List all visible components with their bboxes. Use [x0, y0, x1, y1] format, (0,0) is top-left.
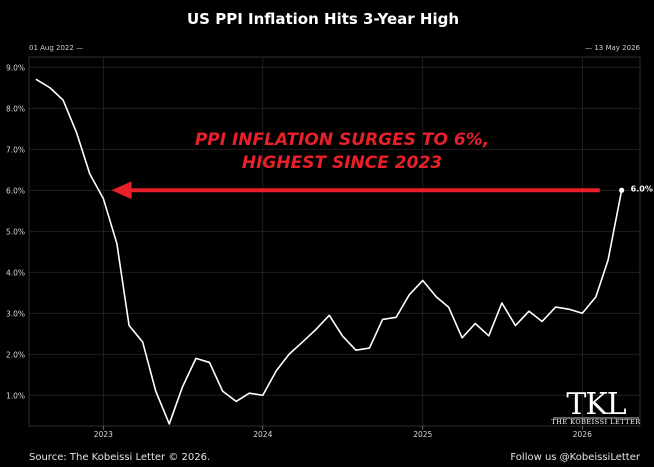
logo-mark: TKL: [566, 387, 626, 422]
series-line: [35, 78, 623, 425]
annotation-arrow: [111, 181, 600, 200]
series-layer: 6.0%: [35, 78, 653, 425]
annotation-line-1: PPI INFLATION SURGES TO 6%,: [195, 130, 489, 150]
logo-name: THE KOBEISSI LETTER: [551, 418, 641, 426]
annotation: PPI INFLATION SURGES TO 6%, HIGHEST SINC…: [111, 130, 600, 200]
y-tick-label: 5.0%: [6, 227, 25, 236]
x-axis-ticks: 2023 2024 2025 2026: [94, 426, 592, 439]
follow-text: Follow us @KobeissiLetter: [510, 452, 640, 463]
annotation-line-2: HIGHEST SINCE 2023: [242, 153, 442, 173]
y-tick-label: 7.0%: [6, 145, 25, 154]
x-tick-label: 2023: [94, 430, 113, 439]
x-tick-label: 2024: [253, 430, 272, 439]
source-text: Source: The Kobeissi Letter © 2026.: [29, 452, 210, 463]
endpoint-label: 6.0%: [631, 184, 653, 193]
plot-frame: [28, 56, 641, 427]
chart-title: US PPI Inflation Hits 3-Year High: [187, 10, 459, 28]
plot-border: [28, 56, 641, 427]
y-tick-label: 2.0%: [6, 350, 25, 359]
arrow-head: [111, 181, 132, 200]
y-axis-ticks: 9.0% 8.0% 7.0% 6.0% 5.0% 4.0% 3.0% 2.0% 1.0%: [6, 63, 25, 400]
y-tick-label: 6.0%: [6, 186, 25, 195]
y-tick-label: 3.0%: [6, 309, 25, 318]
y-tick-label: 1.0%: [6, 391, 25, 400]
y-tick-label: 4.0%: [6, 268, 25, 277]
x-tick-label: 2025: [413, 430, 432, 439]
endpoint-marker: [619, 187, 625, 193]
range-end-label: — 13 May 2026: [585, 44, 640, 52]
x-tick-label: 2026: [573, 430, 592, 439]
y-tick-label: 8.0%: [6, 104, 25, 113]
logo: TKL THE KOBEISSI LETTER: [551, 387, 641, 426]
y-tick-label: 9.0%: [6, 63, 25, 72]
range-start-label: 01 Aug 2022 —: [29, 44, 83, 52]
